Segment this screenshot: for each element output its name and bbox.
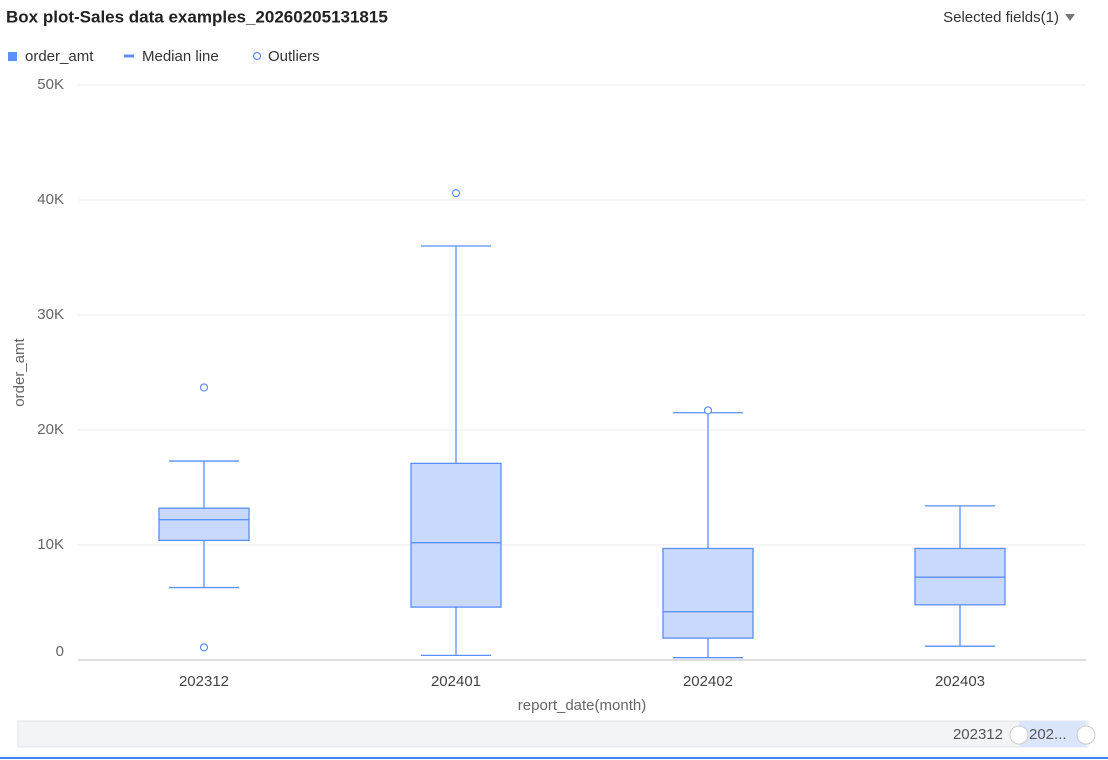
fields-dropdown[interactable]: Selected fields(1) bbox=[943, 9, 1075, 26]
box bbox=[410, 462, 502, 608]
outlier bbox=[451, 189, 461, 198]
chart-title: Box plot-Sales data examples_20260205131… bbox=[6, 7, 388, 26]
slider-handle[interactable] bbox=[1076, 725, 1096, 745]
box bbox=[662, 547, 754, 639]
legend-outlier-icon bbox=[252, 51, 262, 61]
x-tick-label: 202401 bbox=[431, 673, 481, 690]
legend-label: order_amt bbox=[25, 48, 94, 65]
dropdown-arrow[interactable] bbox=[1065, 14, 1075, 21]
x-tick-label: 202312 bbox=[179, 673, 229, 690]
y-tick-label: 20K bbox=[37, 421, 64, 438]
y-axis-title: order_amt bbox=[11, 337, 28, 406]
outlier bbox=[703, 406, 713, 415]
slider-handle[interactable] bbox=[1009, 725, 1029, 745]
y-tick-label: 30K bbox=[37, 306, 64, 323]
y-tick-label: 10K bbox=[37, 536, 64, 553]
y-tick-label: 50K bbox=[37, 76, 64, 93]
outlier bbox=[199, 643, 209, 652]
range-slider[interactable] bbox=[17, 720, 1089, 748]
x-axis-title: report_date(month) bbox=[518, 697, 646, 714]
x-tick-label: 202402 bbox=[683, 673, 733, 690]
outlier bbox=[199, 383, 209, 392]
legend-label: Outliers bbox=[268, 48, 320, 65]
slider-selection[interactable] bbox=[1019, 721, 1086, 747]
y-tick-label: 0 bbox=[56, 643, 64, 660]
x-tick-label: 202403 bbox=[935, 673, 985, 690]
slider-start-label: 202312 bbox=[953, 726, 1003, 743]
legend-label: Median line bbox=[142, 48, 219, 65]
box bbox=[158, 507, 250, 542]
legend-swatch bbox=[8, 52, 17, 61]
dropdown-label[interactable]: Selected fields(1) bbox=[943, 9, 1059, 26]
y-tick-label: 40K bbox=[37, 191, 64, 208]
slider-end-label: 202... bbox=[1029, 726, 1067, 743]
